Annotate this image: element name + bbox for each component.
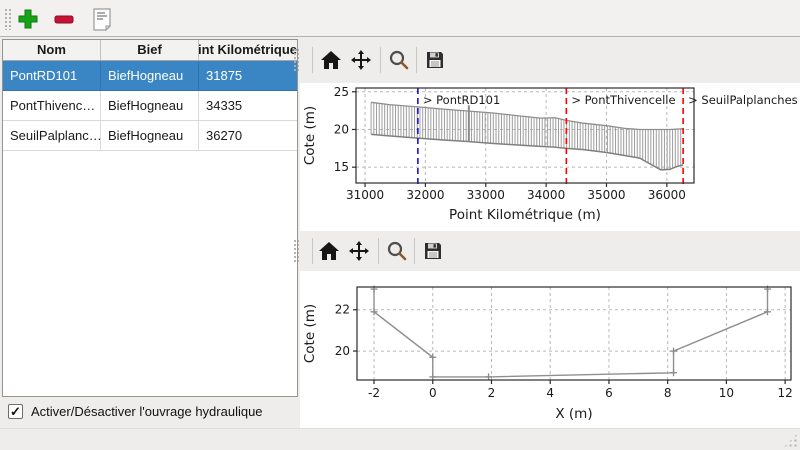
pan-icon <box>349 241 369 261</box>
section-plot-canvas[interactable]: -2 0 2 4 6 8 10 12 20 22 X (m) Cote (m) <box>300 271 800 428</box>
x-tick-label: 10 <box>719 386 734 400</box>
table-cell[interactable]: BiefHogneau <box>101 61 199 91</box>
column-header[interactable]: Nom <box>3 40 101 60</box>
remove-button[interactable] <box>51 6 77 32</box>
structures-table: NomBiefPoint Kilométrique PontRD101BiefH… <box>2 39 298 397</box>
y-tick-label: 22 <box>335 303 350 317</box>
x-tick-label: 8 <box>664 386 672 400</box>
y-tick-label: 20 <box>335 344 350 358</box>
save-button[interactable] <box>420 238 446 264</box>
save-icon <box>425 243 441 259</box>
note-icon <box>93 8 112 31</box>
checkbox-box[interactable]: ✓ <box>8 404 23 419</box>
checkbox-label: Activer/Désactiver l'ouvrage hydraulique <box>31 404 263 419</box>
y-tick-label: 20 <box>334 122 349 136</box>
column-header[interactable]: Point Kilométrique <box>199 42 297 57</box>
x-tick-label: 33000 <box>467 188 505 202</box>
table-row[interactable]: PontRD101 BiefHogneau 31875 <box>3 61 297 91</box>
zoom-button[interactable] <box>386 47 412 73</box>
table-row[interactable]: PontThivenc… BiefHogneau 34335 <box>3 91 297 121</box>
table-cell[interactable]: BiefHogneau <box>101 91 199 121</box>
edit-button[interactable] <box>89 6 115 32</box>
profile-plot-toolbar <box>293 37 800 83</box>
home-button[interactable] <box>316 238 342 264</box>
add-button[interactable] <box>15 6 41 32</box>
x-tick-label: 12 <box>777 386 792 400</box>
zoom-icon <box>389 50 409 70</box>
section-plot-toolbar <box>293 231 800 271</box>
x-tick-label: 6 <box>605 386 613 400</box>
x-tick-label: 36000 <box>648 188 686 202</box>
zoom-button[interactable] <box>384 238 410 264</box>
table-cell[interactable]: 34335 <box>199 91 297 121</box>
x-tick-label: 4 <box>546 386 554 400</box>
column-header[interactable]: Bief <box>101 40 199 60</box>
table-header-row: NomBiefPoint Kilométrique <box>3 40 297 61</box>
minus-icon <box>54 15 74 24</box>
table-cell[interactable]: SeuilPalplanc… <box>3 121 101 151</box>
structure-annotation: > PontThivencelle <box>571 93 675 107</box>
table-row[interactable]: SeuilPalplanc… BiefHogneau 36270 <box>3 121 297 151</box>
cross-section-plot: -2 0 2 4 6 8 10 12 20 22 X (m) Cote (m) <box>302 285 793 422</box>
pan-button[interactable] <box>348 47 374 73</box>
table-cell[interactable]: 31875 <box>199 61 297 91</box>
x-tick-label: 31000 <box>346 188 384 202</box>
home-icon <box>319 242 339 260</box>
plot-toolbar-drag-handle[interactable] <box>293 48 299 72</box>
x-axis-label: Point Kilométrique (m) <box>449 207 601 223</box>
x-tick-label: 32000 <box>406 188 444 202</box>
main-toolbar <box>0 0 800 37</box>
activate-structure-checkbox[interactable]: ✓ Activer/Désactiver l'ouvrage hydrauliq… <box>8 404 263 419</box>
profile-plot-canvas[interactable]: > PontRD101 > PontThivencelle > SeuilPalpl… <box>300 83 800 231</box>
x-tick-label: 2 <box>488 386 496 400</box>
x-tick-label: 0 <box>429 386 437 400</box>
structure-annotation: > SeuilPalplanches <box>688 93 798 107</box>
toolbar-drag-handle[interactable] <box>4 8 11 30</box>
y-axis-label: Cote (m) <box>302 106 318 165</box>
table-cell[interactable]: 36270 <box>199 121 297 151</box>
window-resize-grip[interactable] <box>783 433 798 448</box>
pan-button[interactable] <box>346 238 372 264</box>
home-button[interactable] <box>318 47 344 73</box>
section-line <box>373 289 769 378</box>
structure-annotation: > PontRD101 <box>423 93 500 107</box>
home-icon <box>321 51 341 69</box>
pan-icon <box>351 50 371 70</box>
y-tick-label: 25 <box>334 85 349 99</box>
table-cell[interactable]: PontThivenc… <box>3 91 101 121</box>
plus-icon <box>18 9 38 29</box>
y-tick-label: 15 <box>334 160 349 174</box>
profile-plot: > PontRD101 > PontThivencelle > SeuilPalpl… <box>302 85 798 223</box>
save-button[interactable] <box>422 47 448 73</box>
status-bar <box>0 428 800 450</box>
x-tick-label: -2 <box>368 386 380 400</box>
plot-toolbar-drag-handle[interactable] <box>293 239 299 263</box>
x-axis-label: X (m) <box>555 406 592 422</box>
table-cell[interactable]: PontRD101 <box>3 61 101 91</box>
save-icon <box>427 52 443 68</box>
zoom-icon <box>387 241 407 261</box>
y-axis-label: Cote (m) <box>302 304 318 363</box>
x-tick-label: 34000 <box>527 188 565 202</box>
x-tick-label: 35000 <box>587 188 625 202</box>
check-icon: ✓ <box>10 403 21 419</box>
table-body: PontRD101 BiefHogneau 31875 PontThivenc… Bie… <box>3 61 297 151</box>
table-cell[interactable]: BiefHogneau <box>101 121 199 151</box>
